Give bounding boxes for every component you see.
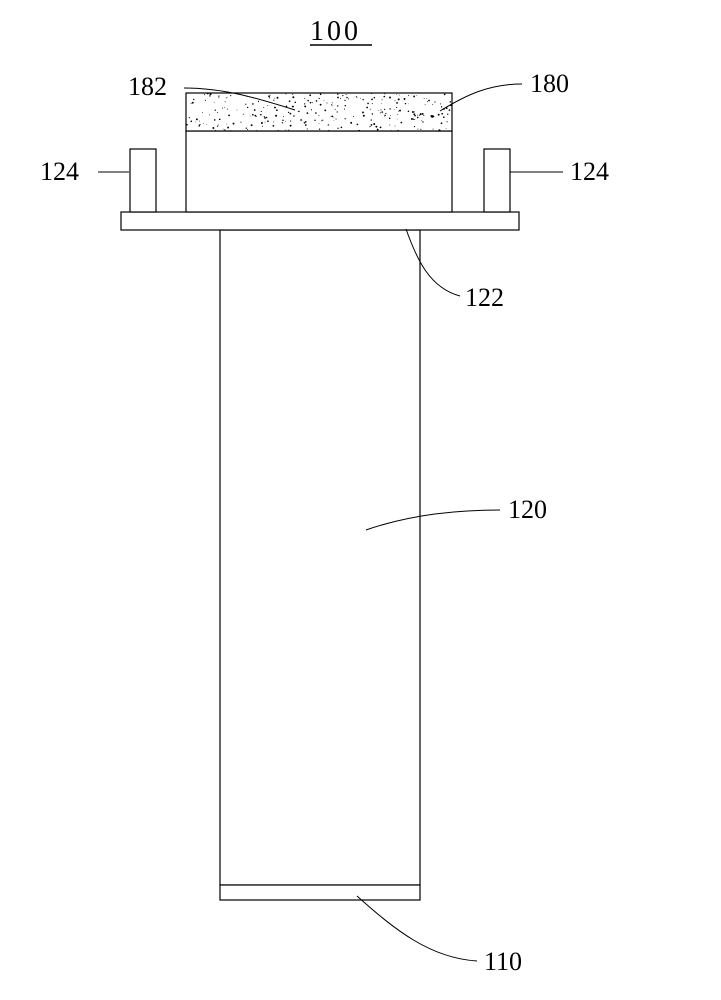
technical-drawing: 100 182 180 124 124 122 120 110 bbox=[0, 0, 721, 1000]
label-182: 182 bbox=[128, 72, 167, 101]
flange-122 bbox=[121, 212, 519, 230]
leader-6 bbox=[357, 896, 477, 961]
label-124-left: 124 bbox=[40, 157, 79, 186]
base-110 bbox=[220, 885, 420, 900]
label-122: 122 bbox=[465, 283, 504, 312]
label-110: 110 bbox=[484, 947, 522, 976]
figure-title: 100 bbox=[310, 16, 361, 47]
tab-124-left bbox=[130, 149, 156, 212]
tab-124-right bbox=[484, 149, 510, 212]
label-180: 180 bbox=[530, 69, 569, 98]
block-180 bbox=[186, 131, 452, 212]
label-120: 120 bbox=[508, 495, 547, 524]
column-120 bbox=[220, 230, 420, 885]
label-124-right: 124 bbox=[570, 157, 609, 186]
